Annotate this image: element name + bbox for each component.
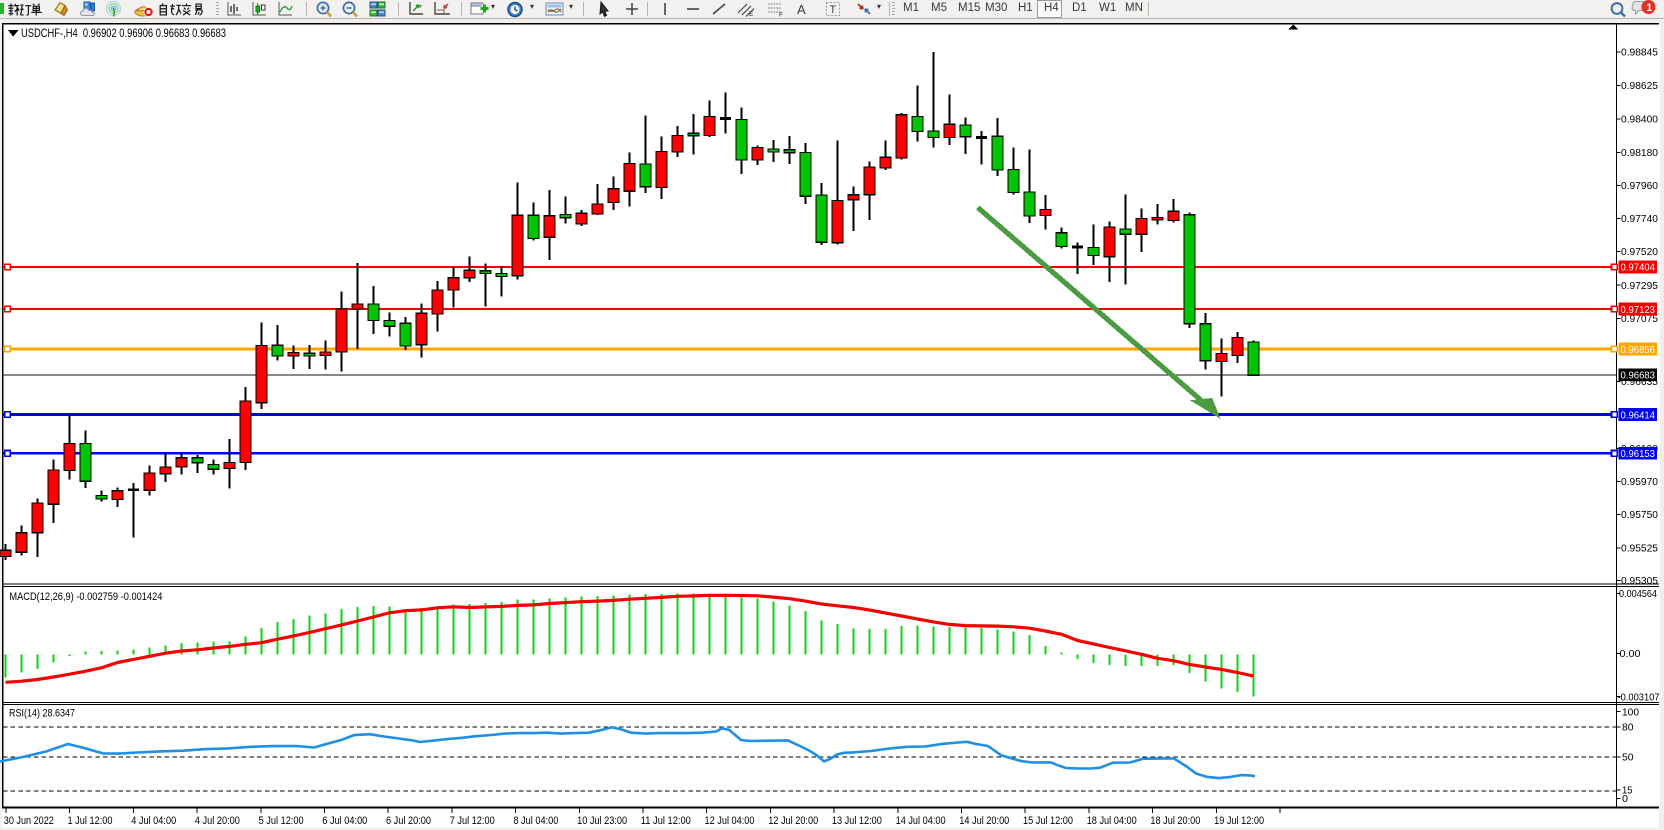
svg-text:0.004564: 0.004564 (1619, 588, 1657, 600)
svg-text:5 Jul 12:00: 5 Jul 12:00 (259, 815, 304, 827)
svg-text:0.97740: 0.97740 (1621, 213, 1658, 225)
svg-text:6 Jul 04:00: 6 Jul 04:00 (322, 815, 367, 827)
svg-text:100: 100 (1622, 706, 1639, 718)
svg-text:0.00: 0.00 (1620, 648, 1641, 660)
svg-text:18 Jul 04:00: 18 Jul 04:00 (1087, 815, 1137, 827)
svg-text:0.97404: 0.97404 (1621, 262, 1656, 274)
svg-text:8 Jul 04:00: 8 Jul 04:00 (513, 815, 558, 827)
svg-text:0.97295: 0.97295 (1621, 280, 1658, 292)
svg-text:6 Jul 20:00: 6 Jul 20:00 (386, 815, 431, 827)
svg-text:0.96414: 0.96414 (1621, 409, 1656, 421)
svg-text:0.95305: 0.95305 (1621, 575, 1658, 587)
svg-text:1: 1 (1646, 2, 1652, 14)
svg-text:MACD(12,26,9) -0.002759 -0.001: MACD(12,26,9) -0.002759 -0.001424 (9, 591, 162, 603)
svg-text:0.96683: 0.96683 (1621, 370, 1656, 382)
svg-text:USDCHF-,H4 0.96902 0.96906 0.: USDCHF-,H4 0.96902 0.96906 0.96683 0.966… (21, 26, 226, 40)
svg-text:15: 15 (1622, 785, 1633, 797)
svg-text:0.96856: 0.96856 (1621, 344, 1656, 356)
svg-text:0.95750: 0.95750 (1621, 509, 1658, 521)
svg-text:50: 50 (1622, 751, 1634, 763)
svg-text:0.95970: 0.95970 (1621, 476, 1658, 488)
svg-text:0.96153: 0.96153 (1621, 448, 1656, 460)
svg-text:15 Jul 12:00: 15 Jul 12:00 (1023, 815, 1073, 827)
svg-text:14 Jul 04:00: 14 Jul 04:00 (896, 815, 946, 827)
svg-text:0: 0 (1622, 793, 1628, 805)
svg-text:-0.003107: -0.003107 (1618, 691, 1660, 703)
svg-text:E: E (749, 11, 754, 17)
svg-text:18 Jul 20:00: 18 Jul 20:00 (1150, 815, 1200, 827)
svg-text:RSI(14) 28.6347: RSI(14) 28.6347 (9, 707, 75, 719)
svg-text:0.98400: 0.98400 (1621, 114, 1658, 126)
svg-text:13 Jul 12:00: 13 Jul 12:00 (832, 815, 882, 827)
svg-text:10 Jul 23:00: 10 Jul 23:00 (577, 815, 627, 827)
svg-text:F: F (779, 12, 783, 18)
svg-text:0.97520: 0.97520 (1621, 246, 1658, 258)
svg-text:19 Jul 12:00: 19 Jul 12:00 (1214, 815, 1264, 827)
svg-text:4 Jul 20:00: 4 Jul 20:00 (195, 815, 240, 827)
svg-text:0.98180: 0.98180 (1621, 147, 1658, 159)
svg-text:T: T (830, 4, 837, 16)
svg-text:0.98845: 0.98845 (1621, 47, 1658, 59)
svg-text:0.97123: 0.97123 (1621, 304, 1656, 316)
svg-text:4 Jul 04:00: 4 Jul 04:00 (131, 815, 176, 827)
svg-text:0.98625: 0.98625 (1621, 80, 1658, 92)
svg-text:0.95525: 0.95525 (1621, 543, 1658, 555)
svg-text:30 Jun 2022: 30 Jun 2022 (4, 815, 54, 827)
svg-text:1 Jul 12:00: 1 Jul 12:00 (68, 815, 113, 827)
svg-text:0.97075: 0.97075 (1621, 313, 1658, 325)
svg-text:11 Jul 12:00: 11 Jul 12:00 (641, 815, 691, 827)
svg-text:12 Jul 04:00: 12 Jul 04:00 (705, 815, 755, 827)
svg-text:0.97960: 0.97960 (1621, 180, 1658, 192)
svg-text:14 Jul 20:00: 14 Jul 20:00 (959, 815, 1009, 827)
svg-text:7 Jul 12:00: 7 Jul 12:00 (450, 815, 495, 827)
svg-text:80: 80 (1622, 722, 1634, 734)
svg-text:12 Jul 20:00: 12 Jul 20:00 (768, 815, 818, 827)
